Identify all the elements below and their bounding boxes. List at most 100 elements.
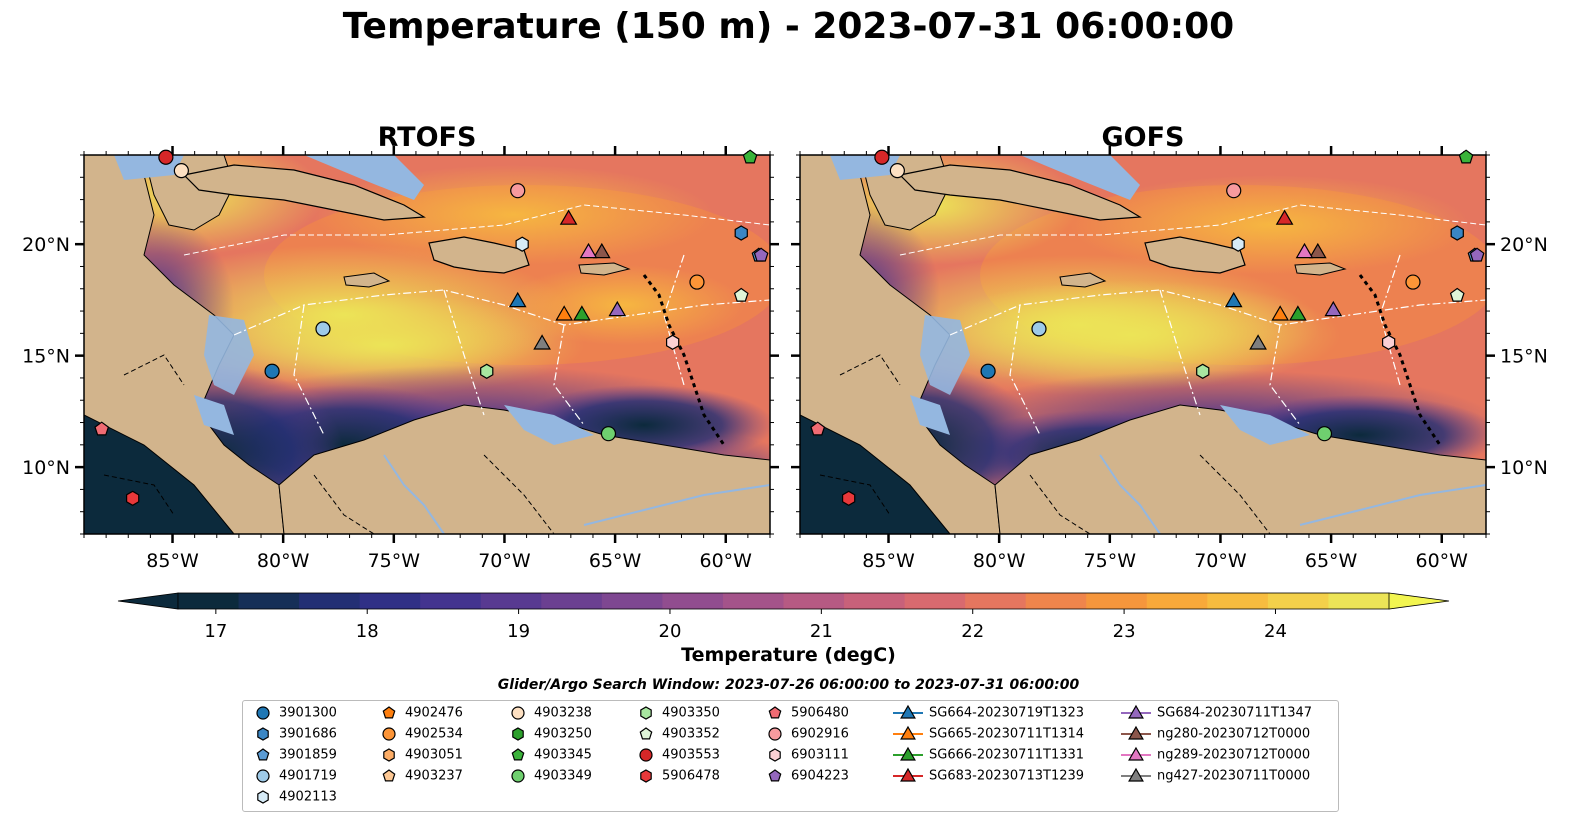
- legend-item: 4903345: [508, 745, 592, 765]
- legend-marker: [512, 727, 524, 741]
- legend-marker: [1128, 725, 1144, 740]
- circle-marker-icon: [768, 727, 782, 741]
- lon-tick-label: 80°W: [973, 550, 1026, 572]
- panel-title-gofs: GOFS: [1101, 122, 1184, 153]
- platform-marker: [1469, 247, 1485, 262]
- colorbar-segment: [1086, 593, 1148, 609]
- platform-marker: [1224, 291, 1243, 308]
- legend-marker: [768, 727, 782, 741]
- platform-marker: [734, 225, 748, 241]
- legend-item: SG664-20230719T1323: [893, 703, 1084, 723]
- legend-marker: [900, 767, 916, 782]
- colorbar-segment: [480, 593, 542, 609]
- legend-label: 5906480: [791, 705, 849, 721]
- platform-marker: [573, 305, 591, 321]
- legend-label: 4903051: [405, 747, 463, 763]
- legend-marker: [768, 769, 782, 782]
- platform-marker: [1231, 236, 1245, 252]
- colorbar-segment: [662, 593, 724, 609]
- platform-marker: [841, 490, 856, 506]
- legend-item: 6904223: [765, 766, 849, 786]
- legend-marker: [1128, 767, 1144, 782]
- hexagon-marker-icon: [640, 706, 652, 720]
- platform-marker: [1295, 242, 1314, 259]
- circle-marker-icon: [511, 769, 525, 783]
- colorbar-extend-min: [117, 592, 179, 610]
- legend-label: 4903237: [405, 768, 463, 784]
- map-field-rtofs: [84, 155, 770, 534]
- lon-tick-label: 60°W: [700, 550, 753, 572]
- lon-tick-label: 65°W: [589, 550, 642, 572]
- legend-item: 4903352: [636, 724, 720, 744]
- legend-label: 4902113: [279, 789, 337, 805]
- legend-item: 5906478: [636, 766, 720, 786]
- colorbar-tick-label: 21: [810, 621, 833, 642]
- lon-tick-label: 75°W: [1084, 550, 1137, 572]
- platform-marker: [1271, 305, 1290, 321]
- legend-label: 5906478: [662, 768, 720, 784]
- legend-marker: [511, 706, 525, 720]
- legend-item: SG666-20230711T1331: [893, 745, 1084, 765]
- legend-label: 3901859: [279, 747, 337, 763]
- colorbar-segment: [420, 593, 482, 609]
- platform-marker: [689, 274, 705, 290]
- lon-tick-label: 70°W: [1194, 550, 1247, 572]
- hexagon-marker-icon: [383, 748, 395, 762]
- colorbar-tick-label: 17: [204, 621, 227, 642]
- colorbar-segment: [238, 593, 300, 609]
- axis-ticks-gofs: 85°W 80°W 75°W 70°W 65°W 60°W 20°N 15°N 10°N: [791, 146, 1548, 572]
- pentagon-marker-icon: [768, 706, 782, 719]
- legend-label: 6902916: [791, 726, 849, 742]
- colorbar-title: Temperature (degC): [681, 644, 896, 666]
- platform-marker: [1226, 183, 1242, 199]
- legend-marker: [382, 706, 396, 719]
- colorbar-segment: [1146, 593, 1208, 609]
- platform-marker: [742, 149, 758, 164]
- legend-item: 5906480: [765, 703, 849, 723]
- platform-marker: [315, 321, 331, 337]
- circle-marker-icon: [639, 748, 653, 762]
- legend-item: 6902916: [765, 724, 849, 744]
- map-panel-rtofs: RTOFS: [22, 122, 779, 572]
- hexagon-marker-icon: [769, 748, 781, 762]
- legend-label: 3901686: [279, 726, 337, 742]
- legend-item: 3901686: [253, 724, 337, 744]
- triangle-marker-icon: [1121, 704, 1151, 719]
- circle-marker-icon: [256, 706, 270, 720]
- colorbar-segment: [722, 593, 784, 609]
- legend-label: 3901300: [279, 705, 337, 721]
- legend-marker: [383, 748, 395, 762]
- legend-label: 4903238: [534, 705, 592, 721]
- legend: 3901300 3901686 3901859 4901719 4902113 49024…: [242, 700, 1339, 812]
- legend-label: 4903349: [534, 768, 592, 784]
- legend-label: 4902476: [405, 705, 463, 721]
- circle-marker-icon: [256, 769, 270, 783]
- legend-marker: [769, 748, 781, 762]
- platform-marker: [1308, 242, 1327, 259]
- colorbar-segment: [178, 593, 240, 609]
- legend-marker: [900, 725, 916, 740]
- legend-label: 4903352: [662, 726, 720, 742]
- platform-marker: [665, 334, 680, 350]
- panel-title-rtofs: RTOFS: [378, 122, 477, 153]
- legend-item: 4903250: [508, 724, 592, 744]
- pentagon-marker-icon: [256, 748, 270, 761]
- legend-item: SG665-20230711T1314: [893, 724, 1084, 744]
- legend-label: ng289-20230712T0000: [1157, 747, 1311, 763]
- platform-marker: [889, 163, 905, 179]
- colorbar-segment: [1025, 593, 1087, 609]
- lon-tick-label: 60°W: [1416, 550, 1469, 572]
- platform-marker: [1249, 334, 1267, 350]
- platform-marker: [1275, 209, 1294, 225]
- colorbar-tick-label: 19: [507, 621, 530, 642]
- platform-marker: [600, 426, 617, 442]
- legend-label: 4903350: [662, 705, 720, 721]
- legend-label: 6904223: [791, 768, 849, 784]
- legend-window-text: Glider/Argo Search Window: 2023-07-26 06…: [497, 677, 1080, 693]
- platform-marker: [1324, 300, 1343, 317]
- legend-item: 3901300: [253, 703, 337, 723]
- legend-item: ng280-20230712T0000: [1121, 724, 1310, 744]
- lat-tick-label: 15°N: [22, 346, 70, 368]
- lat-tick-label: 20°N: [22, 234, 70, 256]
- legend-item: ng289-20230712T0000: [1121, 745, 1310, 765]
